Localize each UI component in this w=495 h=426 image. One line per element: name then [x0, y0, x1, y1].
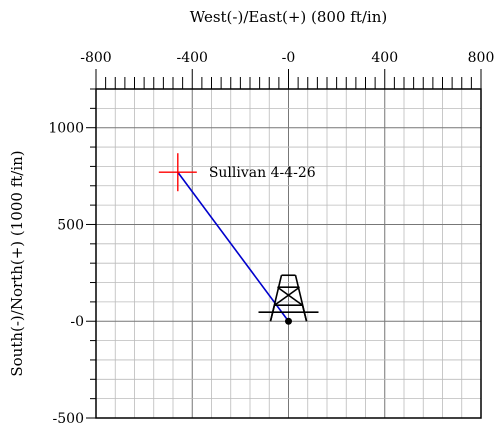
x-axis-label: West(-)/East(+) (800 ft/in) — [190, 8, 387, 26]
rig-stroke — [301, 305, 308, 322]
y-tick-label: -0 — [70, 314, 84, 330]
y-tick-labels: -500 -0 500 1000 — [48, 121, 84, 426]
y-tick-label: 500 — [57, 217, 84, 233]
target-label: Sullivan 4-4-26 — [209, 165, 316, 181]
rig-stroke — [269, 305, 276, 322]
y-axis-ticks — [86, 88, 96, 419]
x-tick-label: -0 — [282, 50, 296, 66]
x-tick-label: -800 — [80, 50, 111, 66]
x-axis-ticks — [95, 69, 482, 89]
x-tick-labels: -800 -400 -0 400 800 — [80, 50, 494, 66]
y-tick-label: 1000 — [48, 121, 84, 137]
x-tick-label: -400 — [177, 50, 208, 66]
crosshair-icon — [158, 153, 197, 192]
rig-stroke — [277, 286, 303, 306]
well-path-line — [177, 171, 290, 322]
rig-icon — [258, 274, 319, 325]
y-tick-label: -500 — [53, 411, 84, 426]
x-tick-label: 400 — [371, 50, 398, 66]
surface-location-dot — [285, 317, 292, 325]
grid-lines — [95, 88, 482, 419]
y-axis-label: South(-)/North(+) (1000 ft/in) — [8, 150, 26, 376]
rig-stroke — [274, 286, 300, 306]
x-tick-label: 800 — [468, 50, 495, 66]
